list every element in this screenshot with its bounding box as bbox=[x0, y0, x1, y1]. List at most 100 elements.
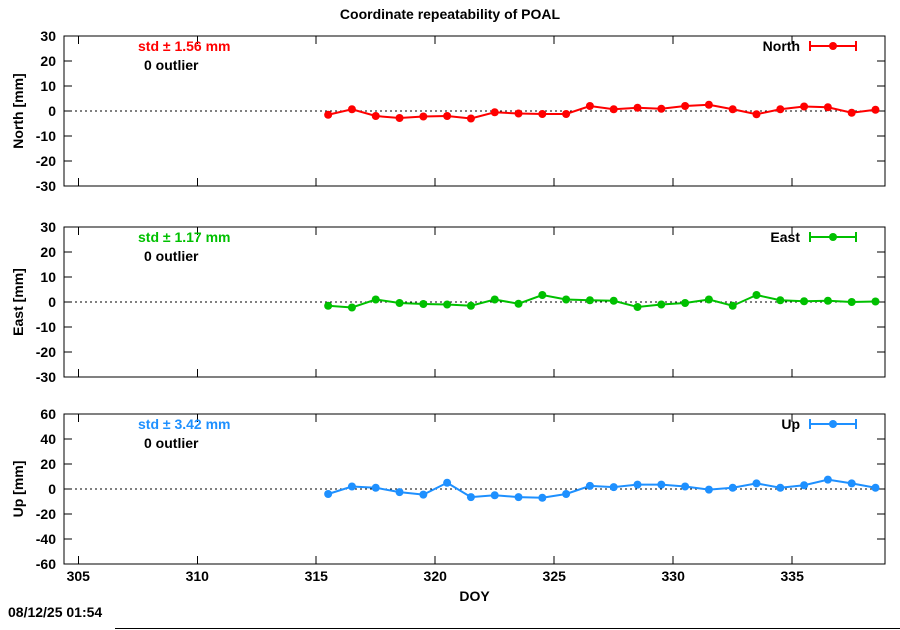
data-point bbox=[324, 490, 333, 498]
data-point bbox=[585, 481, 594, 490]
data-point bbox=[657, 300, 666, 309]
data-point bbox=[800, 102, 809, 111]
outlier-annotation-up: 0 outlier bbox=[144, 435, 199, 451]
legend-key-up-panel bbox=[829, 420, 837, 428]
data-point bbox=[538, 291, 547, 299]
data-point bbox=[728, 483, 737, 492]
series-line-north-panel bbox=[327, 103, 876, 120]
data-point bbox=[419, 112, 428, 121]
y-tick-label: 20 bbox=[40, 53, 56, 69]
data-point bbox=[728, 105, 737, 114]
y-tick-label: 20 bbox=[40, 244, 56, 260]
data-point bbox=[443, 478, 452, 487]
data-point bbox=[324, 110, 333, 119]
y-tick-label: 60 bbox=[40, 406, 56, 422]
data-point bbox=[466, 114, 475, 123]
data-point bbox=[609, 483, 618, 492]
data-point bbox=[823, 475, 832, 484]
y-tick-label: 40 bbox=[40, 431, 56, 447]
data-point bbox=[847, 298, 856, 306]
data-point bbox=[704, 485, 713, 494]
data-point bbox=[823, 103, 832, 112]
x-axis-label: DOY bbox=[459, 588, 490, 604]
y-tick-label: 30 bbox=[40, 28, 56, 44]
data-point bbox=[776, 483, 785, 492]
data-point bbox=[562, 490, 571, 498]
y-axis-label-north: North [mm] bbox=[10, 73, 26, 149]
x-tick-label: 315 bbox=[305, 568, 329, 584]
legend-key-east-panel bbox=[829, 233, 837, 241]
data-point bbox=[395, 114, 404, 122]
data-point bbox=[681, 102, 690, 110]
x-tick-label: 310 bbox=[186, 568, 210, 584]
data-point bbox=[466, 301, 475, 310]
data-point bbox=[823, 296, 832, 305]
data-point bbox=[443, 112, 452, 120]
data-point bbox=[371, 112, 380, 120]
x-tick-label: 330 bbox=[662, 568, 686, 584]
data-point bbox=[514, 299, 523, 308]
x-tick-label: 325 bbox=[543, 568, 567, 584]
data-point bbox=[704, 295, 713, 304]
legend-label-north: North bbox=[762, 38, 800, 54]
data-point bbox=[538, 493, 547, 502]
data-point bbox=[681, 299, 690, 307]
y-tick-label: 10 bbox=[40, 78, 56, 94]
y-tick-label: 0 bbox=[48, 294, 56, 310]
data-point bbox=[562, 110, 571, 118]
data-point bbox=[395, 488, 404, 497]
y-tick-label: -20 bbox=[36, 506, 56, 522]
data-point bbox=[514, 493, 523, 502]
data-point bbox=[419, 300, 428, 308]
data-point bbox=[324, 301, 333, 310]
timestamp: 08/12/25 01:54 bbox=[8, 604, 103, 620]
data-point bbox=[847, 108, 856, 117]
y-tick-label: -30 bbox=[36, 369, 56, 385]
data-point bbox=[443, 300, 452, 309]
data-point bbox=[371, 295, 380, 304]
y-axis-label-east: East [mm] bbox=[10, 268, 26, 336]
data-point bbox=[633, 480, 642, 489]
data-point bbox=[776, 105, 785, 114]
std-annotation-north: std ± 1.56 mm bbox=[138, 38, 231, 54]
data-point bbox=[728, 301, 737, 310]
chart-title: Coordinate repeatability of POAL bbox=[339, 6, 561, 22]
data-point bbox=[776, 296, 785, 305]
outlier-annotation-east: 0 outlier bbox=[144, 248, 199, 264]
data-point bbox=[847, 479, 856, 488]
panel-east-panel: -30 -20 -10 0 10 20 30 bbox=[36, 219, 886, 385]
y-axis-label-up: Up [mm] bbox=[10, 460, 26, 518]
y-tick-label: 30 bbox=[40, 219, 56, 235]
data-point bbox=[871, 297, 880, 306]
data-point bbox=[681, 482, 690, 491]
y-tick-label: -10 bbox=[36, 319, 56, 335]
data-point bbox=[657, 480, 666, 489]
data-point bbox=[562, 295, 571, 304]
y-tick-label: 0 bbox=[48, 103, 56, 119]
x-tick-label: 320 bbox=[424, 568, 448, 584]
data-point bbox=[752, 110, 761, 119]
outlier-annotation-north: 0 outlier bbox=[144, 57, 199, 73]
y-tick-label: -20 bbox=[36, 344, 56, 360]
y-tick-label: 0 bbox=[48, 481, 56, 497]
data-point bbox=[871, 483, 880, 492]
y-tick-label: -20 bbox=[36, 153, 56, 169]
data-point bbox=[347, 105, 356, 114]
data-point bbox=[490, 295, 499, 304]
data-point bbox=[585, 296, 594, 305]
y-tick-label: 10 bbox=[40, 269, 56, 285]
data-point bbox=[419, 490, 428, 499]
data-point bbox=[347, 482, 356, 491]
std-annotation-up: std ± 3.42 mm bbox=[138, 416, 231, 432]
std-annotation-east: std ± 1.17 mm bbox=[138, 229, 231, 245]
data-point bbox=[609, 105, 618, 114]
panel-north-panel: -30 -20 -10 0 10 20 30 bbox=[36, 28, 886, 194]
data-point bbox=[871, 105, 880, 114]
series-line-east-panel bbox=[328, 293, 876, 309]
data-point bbox=[466, 493, 475, 502]
data-point bbox=[514, 109, 523, 118]
data-point bbox=[371, 483, 380, 492]
y-tick-label: -30 bbox=[36, 178, 56, 194]
